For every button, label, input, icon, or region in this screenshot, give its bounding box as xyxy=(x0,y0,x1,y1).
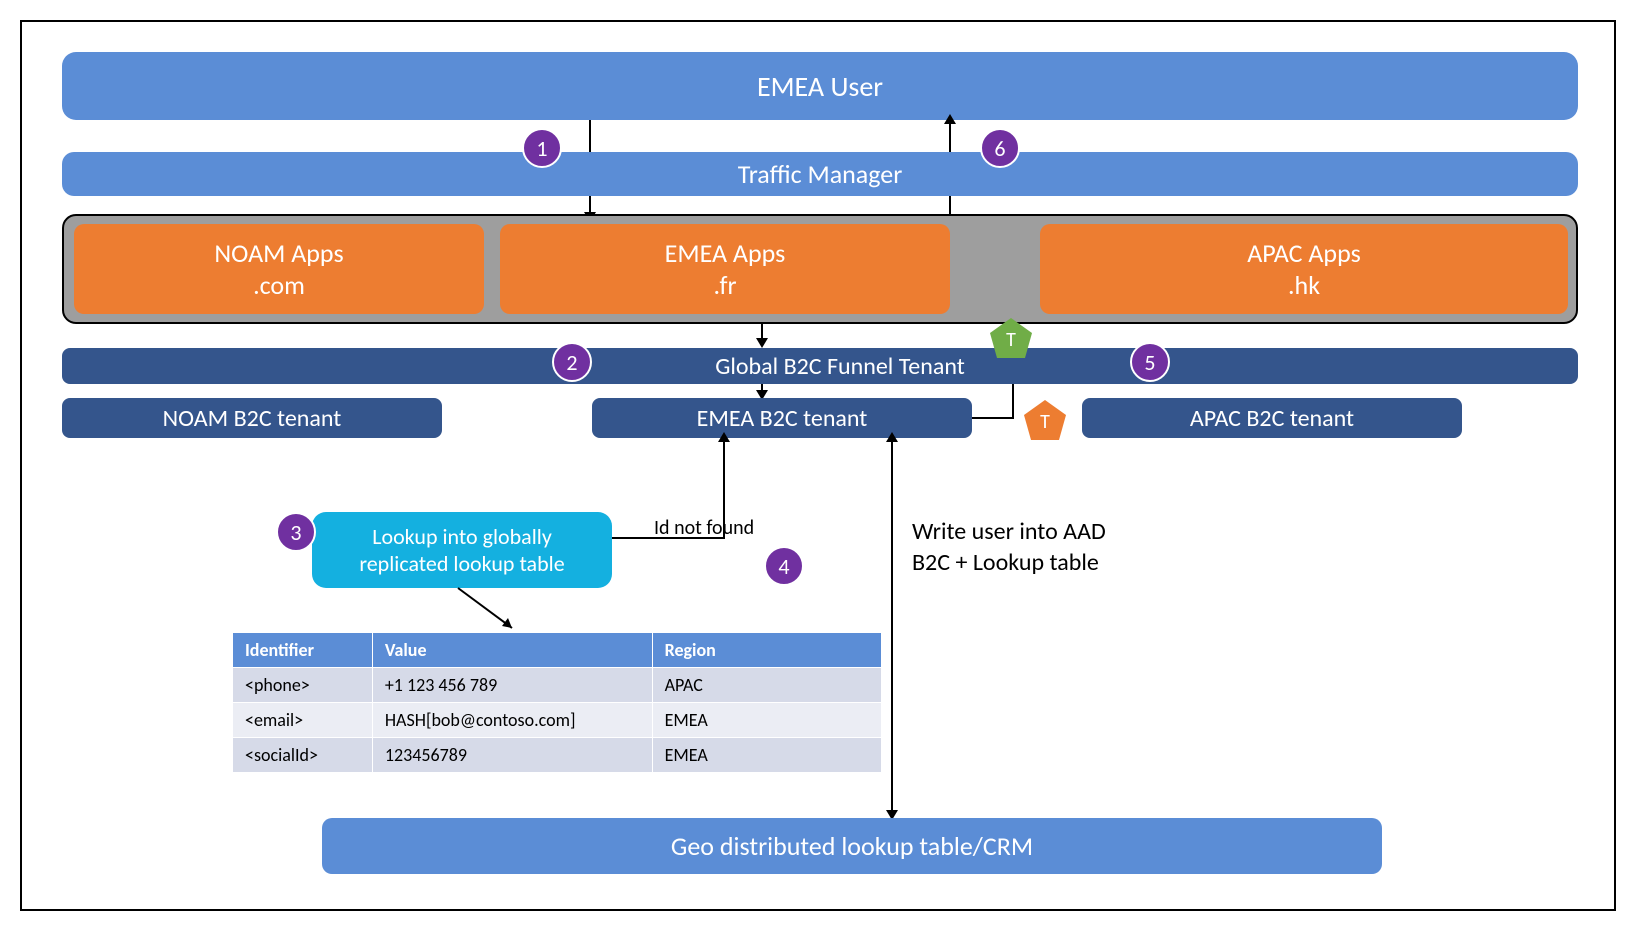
cell: 123456789 xyxy=(372,738,652,773)
cell: APAC xyxy=(652,668,881,703)
table-row: <phone> +1 123 456 789 APAC xyxy=(233,668,882,703)
diag-arrow xyxy=(452,582,532,642)
step-3-num: 3 xyxy=(290,519,301,546)
arrow-line xyxy=(1012,384,1014,419)
cell: <socialId> xyxy=(233,738,373,773)
cell: +1 123 456 789 xyxy=(372,668,652,703)
geo-crm-bar: Geo distributed lookup table/CRM xyxy=(322,818,1382,874)
table-row: <email> HASH[bob@contoso.com] EMEA xyxy=(233,703,882,738)
step-2-badge: 2 xyxy=(552,342,592,382)
arrow-head xyxy=(944,114,956,124)
emea-apps-bar: EMEA Apps .fr xyxy=(500,224,950,314)
write-user-line1: Write user into AAD xyxy=(912,516,1106,547)
emea-user-label: EMEA User xyxy=(757,69,883,104)
noam-apps-bar: NOAM Apps .com xyxy=(74,224,484,314)
emea-apps-line1: EMEA Apps xyxy=(665,237,786,270)
id-not-found-annot: Id not found xyxy=(654,516,754,540)
lookup-box: Lookup into globally replicated lookup t… xyxy=(312,512,612,588)
step-6-badge: 6 xyxy=(980,128,1020,168)
global-b2c-bar: Global B2C Funnel Tenant xyxy=(62,348,1578,384)
arrow-line xyxy=(972,417,1014,419)
step-2-num: 2 xyxy=(566,349,577,376)
cell: <email> xyxy=(233,703,373,738)
cell: EMEA xyxy=(652,738,881,773)
arrow-line xyxy=(949,196,951,216)
noam-tenant-bar: NOAM B2C tenant xyxy=(62,398,442,438)
col-identifier: Identifier xyxy=(233,633,373,668)
arrow-line xyxy=(589,120,591,154)
pentagon-green-label: T xyxy=(1006,328,1016,352)
noam-apps-line1: NOAM Apps xyxy=(214,237,343,270)
diagram-canvas: EMEA User Traffic Manager NOAM Apps .com… xyxy=(20,20,1616,911)
apac-apps-line1: APAC Apps xyxy=(1247,237,1361,270)
global-b2c-label: Global B2C Funnel Tenant xyxy=(715,352,965,381)
write-user-line2: B2C + Lookup table xyxy=(912,547,1106,578)
cell: EMEA xyxy=(652,703,881,738)
arrow-line xyxy=(949,120,951,154)
arrow-head xyxy=(718,432,730,442)
step-5-num: 5 xyxy=(1144,349,1155,376)
lookup-table: Identifier Value Region <phone> +1 123 4… xyxy=(232,632,882,773)
lookup-box-line2: replicated lookup table xyxy=(359,550,564,578)
apac-tenant-bar: APAC B2C tenant xyxy=(1082,398,1462,438)
geo-crm-label: Geo distributed lookup table/CRM xyxy=(671,830,1033,862)
arrow-head xyxy=(756,338,768,348)
traffic-manager-label: Traffic Manager xyxy=(738,158,903,190)
traffic-manager-bar: Traffic Manager xyxy=(62,152,1578,196)
pentagon-green: T xyxy=(990,318,1032,358)
id-not-found-text: Id not found xyxy=(654,516,754,540)
step-6-num: 6 xyxy=(994,135,1005,162)
cell: <phone> xyxy=(233,668,373,703)
cell: HASH[bob@contoso.com] xyxy=(372,703,652,738)
pentagon-orange-label: T xyxy=(1040,410,1050,434)
arrow-line xyxy=(891,438,893,818)
write-user-annot: Write user into AAD B2C + Lookup table xyxy=(912,516,1106,578)
pentagon-orange: T xyxy=(1024,400,1066,440)
table-row: <socialId> 123456789 EMEA xyxy=(233,738,882,773)
step-4-num: 4 xyxy=(778,553,789,580)
noam-tenant-label: NOAM B2C tenant xyxy=(163,404,342,433)
apac-tenant-label: APAC B2C tenant xyxy=(1190,404,1354,433)
emea-tenant-bar: EMEA B2C tenant xyxy=(592,398,972,438)
apac-apps-line2: .hk xyxy=(1288,269,1320,302)
step-5-badge: 5 xyxy=(1130,342,1170,382)
step-3-badge: 3 xyxy=(276,512,316,552)
lookup-box-line1: Lookup into globally xyxy=(372,523,552,551)
emea-apps-line2: .fr xyxy=(713,269,736,302)
step-1-num: 1 xyxy=(536,135,547,162)
emea-user-bar: EMEA User xyxy=(62,52,1578,120)
arrow-head xyxy=(886,432,898,442)
emea-tenant-label: EMEA B2C tenant xyxy=(697,404,868,433)
step-4-badge: 4 xyxy=(764,546,804,586)
step-1-badge: 1 xyxy=(522,128,562,168)
apac-apps-bar: APAC Apps .hk xyxy=(1040,224,1568,314)
col-region: Region xyxy=(652,633,881,668)
table-header-row: Identifier Value Region xyxy=(233,633,882,668)
noam-apps-line2: .com xyxy=(253,269,305,302)
